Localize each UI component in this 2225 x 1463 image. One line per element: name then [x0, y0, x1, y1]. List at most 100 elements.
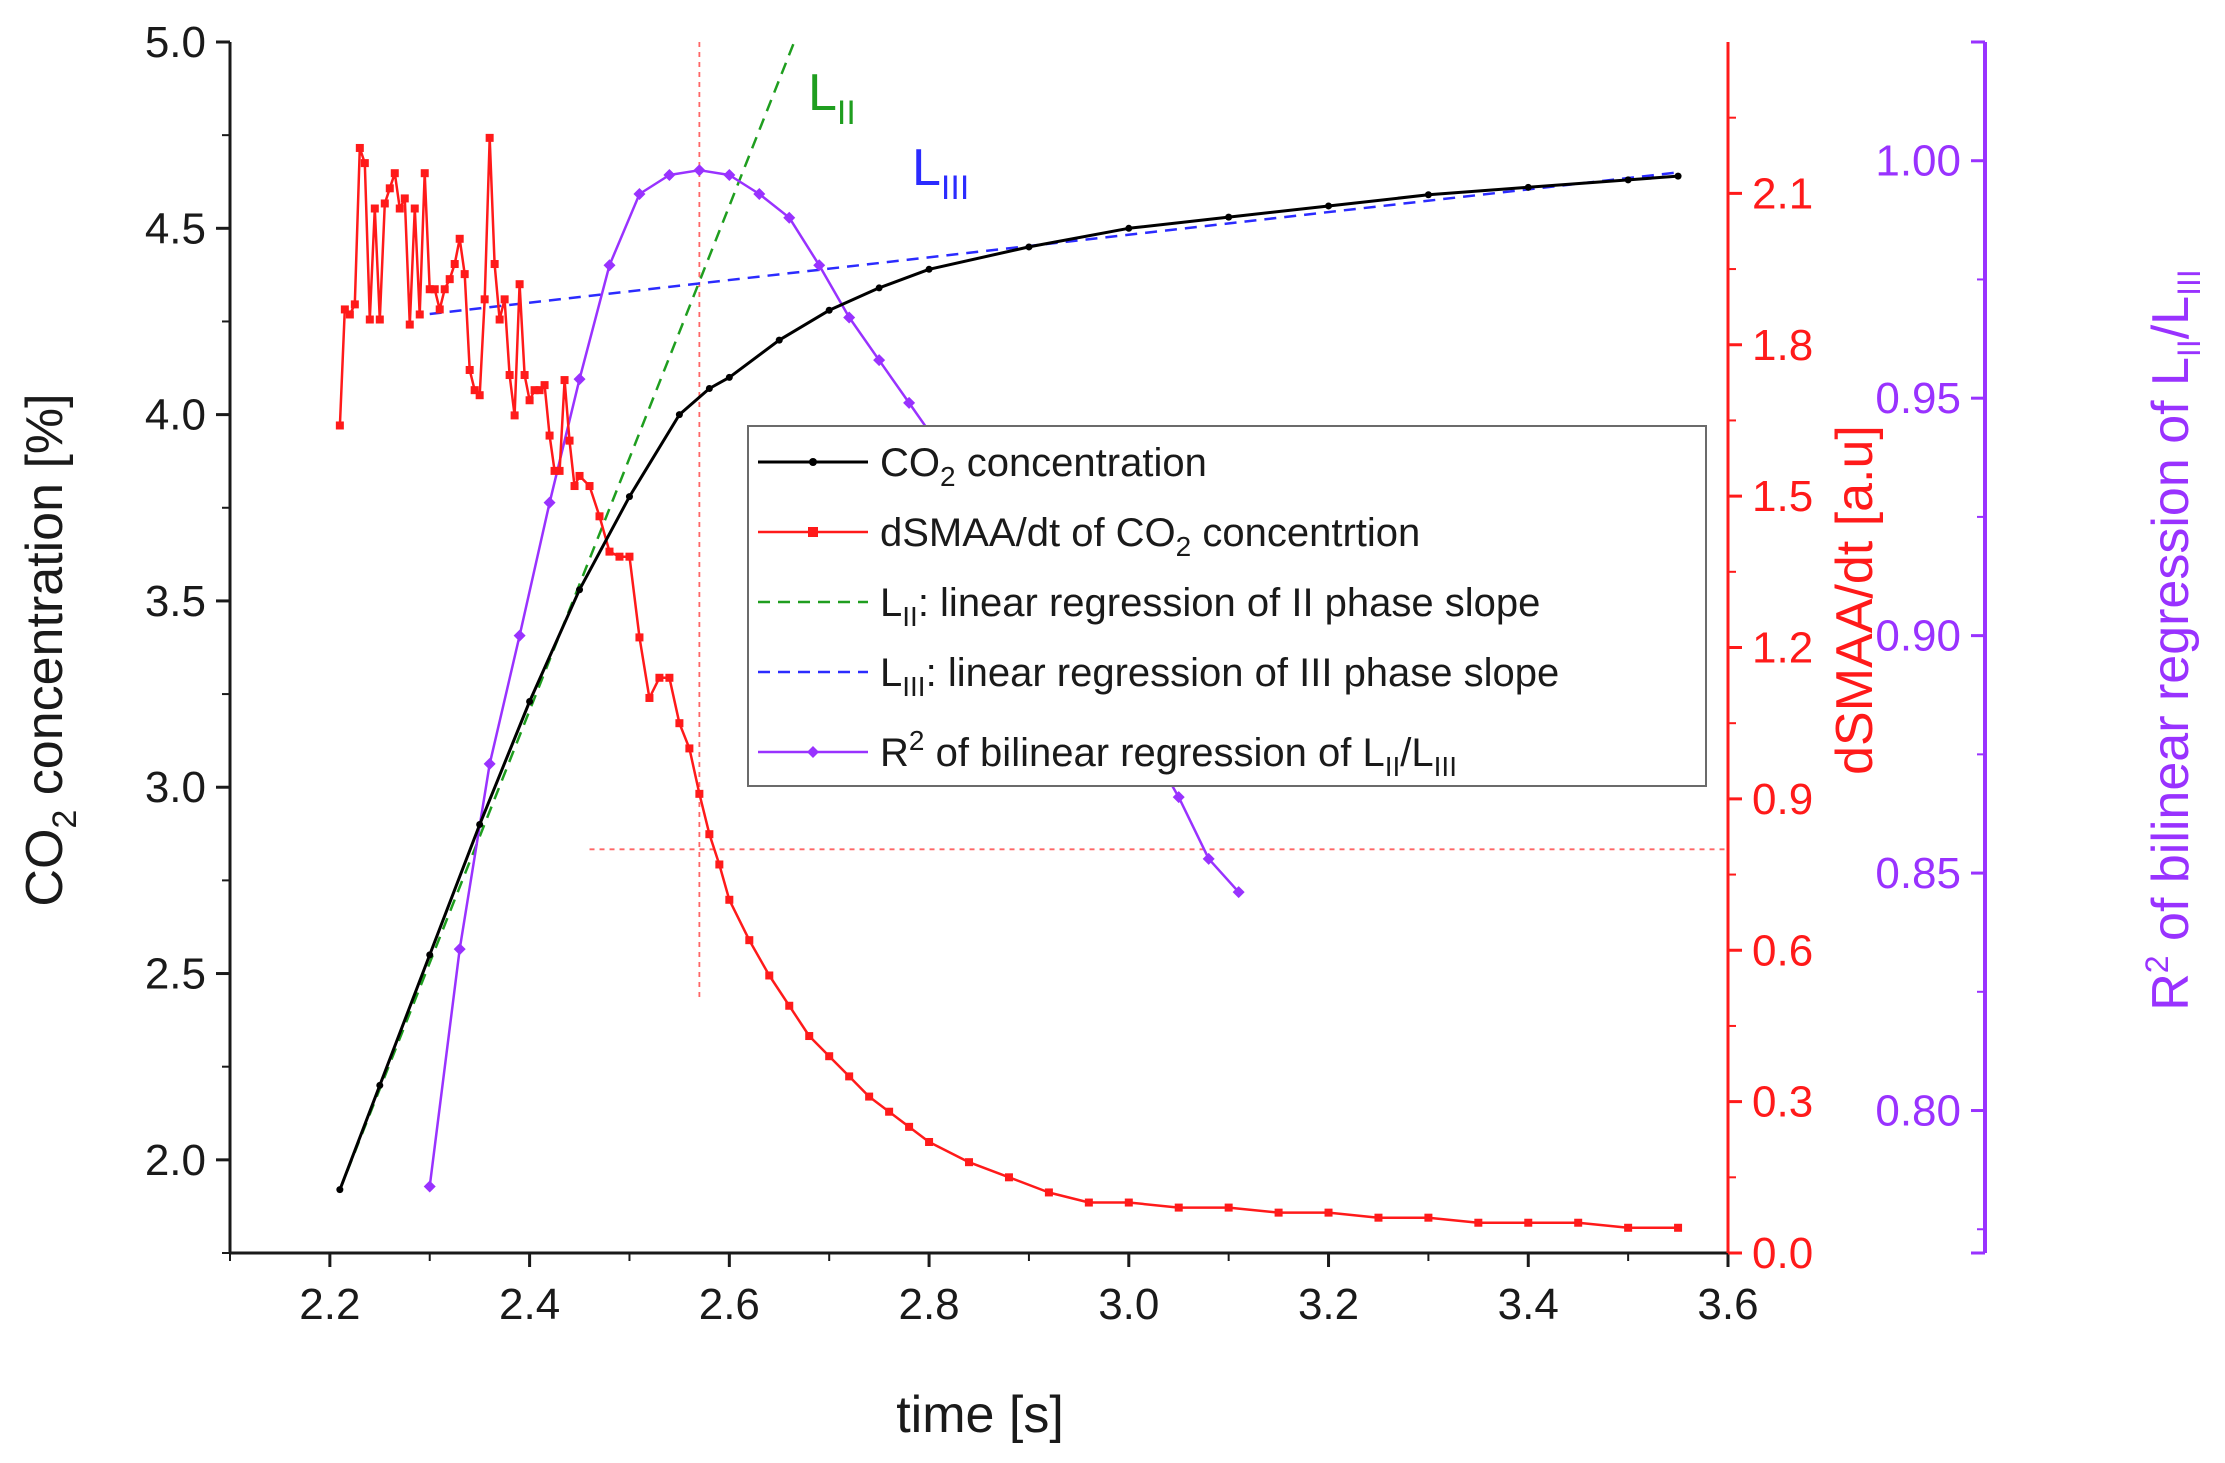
- co2-point: [1424, 191, 1432, 199]
- dsmaa-point: [1124, 1198, 1133, 1207]
- y-left-tick-label: 5.0: [145, 18, 206, 67]
- dsmaa-point: [440, 285, 449, 294]
- dsmaa-point: [865, 1092, 874, 1101]
- r2-point: [783, 211, 796, 224]
- dsmaa-point: [570, 482, 579, 491]
- dsmaa-point: [515, 280, 524, 289]
- r2-point: [723, 168, 736, 181]
- dsmaa-point: [745, 936, 754, 945]
- y-right-dsmaa-tick-label: 1.5: [1752, 472, 1813, 521]
- y-right-dsmaa-tick-label: 0.6: [1752, 926, 1813, 975]
- legend-entry-co2: CO2 concentration: [758, 441, 1207, 492]
- co2-point: [925, 265, 933, 273]
- r2-point: [1172, 791, 1185, 804]
- co2-point: [705, 385, 713, 393]
- y-axis-left-title: CO2 concentration [%]: [16, 393, 84, 906]
- dsmaa-point: [530, 386, 539, 395]
- dsmaa-point: [1574, 1218, 1583, 1227]
- dsmaa-point: [1674, 1223, 1683, 1232]
- y-axis-right-r2-title: R2 of bilinear regression of LII/LIII: [2139, 269, 2207, 1011]
- legend-label-l3: LIII: linear regression of III phase slo…: [880, 651, 1559, 702]
- legend-label-l2: LII: linear regression of II phase slope: [880, 581, 1540, 632]
- dsmaa-point: [565, 436, 574, 445]
- co2-point: [1624, 176, 1632, 184]
- dsmaa-point: [340, 305, 349, 314]
- r2-point: [453, 943, 466, 956]
- y-right-r2-tick-label: 1.00: [1875, 137, 1961, 186]
- dsmaa-point: [845, 1072, 854, 1081]
- y-left-tick-label: 2.5: [145, 950, 206, 999]
- co2-point: [675, 411, 683, 419]
- dsmaa-point: [645, 693, 654, 702]
- dsmaa-point: [400, 194, 409, 203]
- co2-point: [775, 336, 783, 344]
- y-left-tick-label: 2.0: [145, 1136, 206, 1185]
- r2-point: [873, 354, 886, 367]
- dsmaa-point: [535, 386, 544, 395]
- r2-point: [573, 373, 586, 386]
- y-axis-left: 2.0 2.5 3.0 3.5 4.0 4.5 5.0: [145, 18, 232, 1254]
- dsmaa-point: [785, 1001, 794, 1010]
- dsmaa-point: [365, 315, 374, 324]
- dsmaa-point: [475, 391, 484, 400]
- dsmaa-point: [555, 466, 564, 475]
- y-right-r2-tick-label: 0.95: [1875, 374, 1961, 423]
- dsmaa-point: [685, 744, 694, 753]
- co2-point: [1025, 243, 1033, 251]
- dsmaa-point: [355, 143, 364, 152]
- y-left-tick-label: 4.0: [145, 391, 206, 440]
- y-left-tick-label: 3.0: [145, 763, 206, 812]
- y-right-dsmaa-tick-label: 2.1: [1752, 169, 1813, 218]
- dsmaa-point: [390, 169, 399, 178]
- dsmaa-point: [615, 552, 624, 561]
- dsmaa-point: [705, 830, 714, 839]
- dsmaa-point: [665, 673, 674, 682]
- x-axis: 2.2 2.4 2.6 2.8 3.0 3.2 3.4 3.6: [229, 1251, 1759, 1329]
- dsmaa-point: [435, 305, 444, 314]
- dsmaa-point: [360, 159, 369, 168]
- co2-point: [526, 698, 534, 706]
- l2-regression-line: [338, 41, 796, 1191]
- dsmaa-point: [635, 633, 644, 642]
- co2-point: [476, 820, 484, 828]
- dsmaa-point: [465, 365, 474, 374]
- co2-point: [625, 493, 633, 501]
- r2-point: [513, 629, 526, 642]
- legend-entry-l3: LIII: linear regression of III phase slo…: [758, 651, 1559, 702]
- dsmaa-point: [505, 371, 514, 380]
- y-right-dsmaa-tick-label: 0.9: [1752, 775, 1813, 824]
- dsmaa-point: [540, 381, 549, 390]
- dsmaa-point: [545, 431, 554, 440]
- dsmaa-point: [425, 285, 434, 294]
- dsmaa-point: [560, 376, 569, 385]
- dsmaa-point: [520, 371, 529, 380]
- y-axis-right-dsmaa: 0.0 0.3 0.6 0.9 1.2 1.5 1.8 2.1: [1726, 42, 1813, 1278]
- dsmaa-point: [380, 199, 389, 208]
- r2-point: [663, 168, 676, 181]
- y-right-r2-tick-label: 0.80: [1875, 1087, 1961, 1136]
- dsmaa-point: [415, 310, 424, 319]
- dsmaa-point: [1044, 1188, 1053, 1197]
- dsmaa-point: [1274, 1208, 1283, 1217]
- dsmaa-point: [715, 860, 724, 869]
- dsmaa-point: [420, 169, 429, 178]
- dsmaa-point: [1324, 1208, 1333, 1217]
- dsmaa-point: [460, 270, 469, 279]
- x-tick-label: 3.6: [1697, 1280, 1758, 1329]
- dsmaa-point: [655, 673, 664, 682]
- co2-point: [1325, 202, 1333, 210]
- dsmaa-point: [1224, 1203, 1233, 1212]
- r2-point: [1202, 852, 1215, 865]
- dsmaa-point: [455, 234, 464, 243]
- legend-box: [747, 425, 1707, 787]
- dsmaa-point: [575, 471, 584, 480]
- legend-entry-r2: R2 of bilinear regression of LII/LIII: [758, 725, 1457, 782]
- dsmaa-point: [1624, 1223, 1633, 1232]
- legend: CO2 concentration dSMAA/dt of CO2 concen…: [747, 425, 1707, 787]
- dsmaa-point: [510, 411, 519, 420]
- dsmaa-point: [335, 421, 344, 430]
- r2-point: [483, 757, 496, 770]
- dsmaa-point: [375, 315, 384, 324]
- y-right-dsmaa-tick-label: 1.2: [1752, 624, 1813, 673]
